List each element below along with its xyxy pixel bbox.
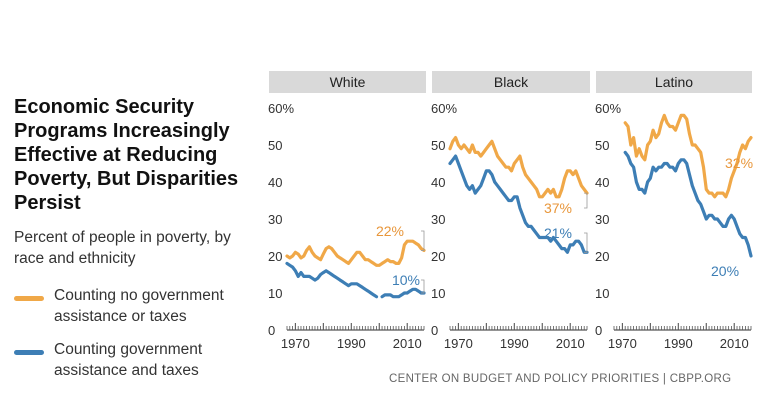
end-label-no-assistance: 37%	[544, 200, 572, 216]
x-tick-label: 1970	[281, 336, 310, 351]
y-tick-label: 40	[431, 175, 445, 190]
y-tick-label: 20	[268, 249, 282, 264]
x-tick-label: 1990	[664, 336, 693, 351]
y-tick-label: 60%	[431, 101, 457, 116]
panel-title: Latino	[655, 74, 693, 90]
panel-header	[269, 71, 426, 93]
y-tick-label: 60%	[595, 101, 621, 116]
panel-title: Black	[494, 74, 529, 90]
end-label-bracket	[421, 279, 425, 294]
legend-swatch-orange	[14, 296, 44, 301]
end-label-bracket	[584, 232, 588, 253]
y-tick-label: 30	[431, 212, 445, 227]
end-label-no-assistance: 32%	[725, 155, 753, 171]
y-tick-label: 0	[595, 323, 602, 338]
series-line-no-assistance	[285, 239, 426, 267]
y-tick-label: 30	[268, 212, 282, 227]
panel-header	[432, 71, 590, 93]
x-tick-label: 1990	[500, 336, 529, 351]
y-tick-label: 10	[268, 286, 282, 301]
y-tick-label: 50	[595, 138, 609, 153]
series-line-no-assistance	[623, 113, 753, 199]
series-line-with-assistance	[448, 154, 589, 254]
x-tick-label: 2010	[556, 336, 585, 351]
series-line-no-assistance	[448, 136, 589, 199]
y-tick-label: 20	[431, 249, 445, 264]
legend-item-with-assistance: Counting government assistance and taxes	[14, 339, 264, 381]
y-tick-label: 50	[268, 138, 282, 153]
x-tick-label: 1990	[337, 336, 366, 351]
chart-title: Economic Security Programs Increasingly …	[14, 96, 239, 214]
y-tick-label: 50	[431, 138, 445, 153]
legend-swatch-blue	[14, 350, 44, 355]
series-line-with-assistance	[285, 261, 426, 299]
y-tick-label: 20	[595, 249, 609, 264]
y-tick-label: 40	[595, 175, 609, 190]
end-label-bracket	[584, 192, 588, 209]
legend-item-no-assistance: Counting no government assistance or tax…	[14, 285, 264, 327]
legend-label-with-assistance: Counting government assistance and taxes	[54, 341, 203, 379]
legend: Counting no government assistance or tax…	[14, 285, 264, 381]
x-tick-label: 1970	[608, 336, 637, 351]
y-tick-label: 0	[431, 323, 438, 338]
y-tick-label: 0	[268, 323, 275, 338]
panel-header	[596, 71, 752, 93]
x-tick-label: 2010	[720, 336, 749, 351]
legend-label-no-assistance: Counting no government assistance or tax…	[54, 287, 224, 325]
end-label-bracket	[421, 230, 425, 251]
x-tick-label: 2010	[393, 336, 422, 351]
y-tick-label: 10	[595, 286, 609, 301]
chart-subtitle: Percent of people in poverty, by race an…	[14, 229, 231, 267]
chart-description: Economic Security Programs Increasingly …	[14, 95, 264, 393]
end-label-no-assistance: 22%	[376, 223, 404, 239]
y-tick-label: 40	[268, 175, 282, 190]
x-tick-label: 1970	[444, 336, 473, 351]
series-line-with-assistance	[623, 150, 753, 258]
y-tick-label: 60%	[268, 101, 294, 116]
source-credit: CENTER ON BUDGET AND POLICY PRIORITIES |…	[389, 373, 732, 385]
end-label-with-assistance: 21%	[544, 225, 572, 241]
end-label-with-assistance: 10%	[392, 272, 420, 288]
panel-title: White	[330, 74, 366, 90]
end-label-with-assistance: 20%	[711, 263, 739, 279]
y-tick-label: 10	[431, 286, 445, 301]
y-tick-label: 30	[595, 212, 609, 227]
